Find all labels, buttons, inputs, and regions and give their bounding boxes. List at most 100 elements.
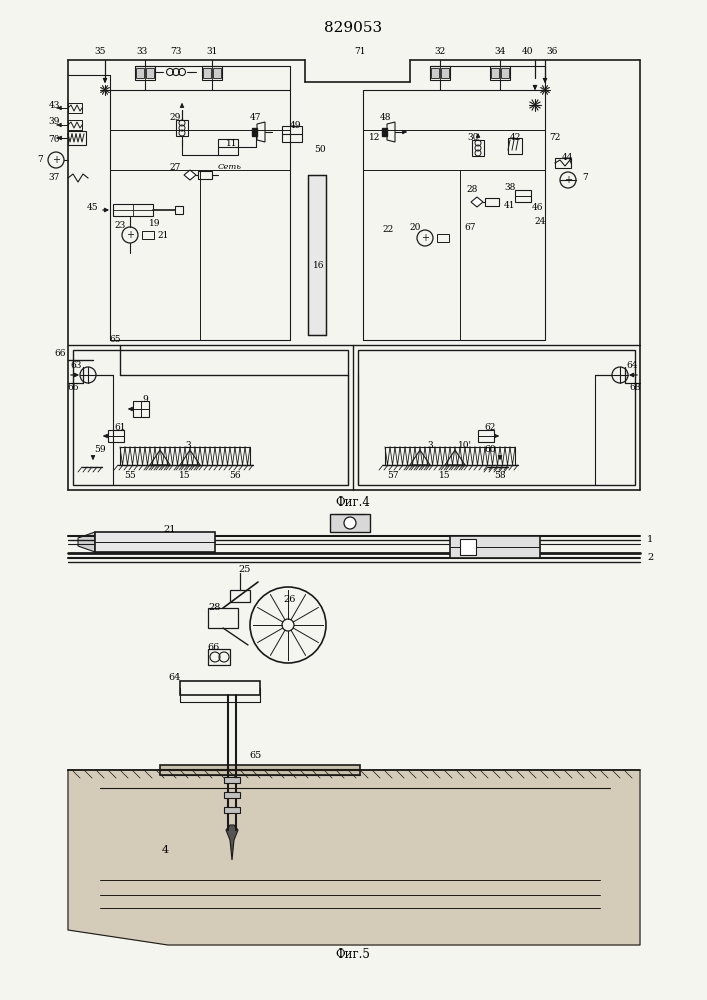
Bar [358, 350, 635, 485]
Text: 3: 3 [427, 440, 433, 450]
Text: 73: 73 [170, 47, 182, 56]
Text: 31: 31 [206, 47, 218, 56]
Polygon shape [184, 170, 196, 180]
Text: 44: 44 [562, 153, 574, 162]
Text: 15: 15 [439, 471, 451, 480]
Text: 66: 66 [207, 644, 219, 652]
Bar [136, 68, 144, 78]
Bar [202, 66, 222, 80]
Text: 71: 71 [354, 47, 366, 56]
Polygon shape [226, 825, 238, 860]
Text: 49: 49 [289, 120, 300, 129]
Bar [508, 138, 522, 154]
Bar [108, 430, 124, 442]
Bar [555, 158, 571, 168]
Text: 829053: 829053 [324, 21, 382, 35]
Bar [175, 206, 183, 214]
Text: 40: 40 [522, 47, 534, 56]
Bar [73, 350, 348, 485]
Text: 46: 46 [531, 204, 543, 213]
Text: 16: 16 [313, 260, 325, 269]
Bar [437, 234, 449, 242]
Text: 67: 67 [464, 224, 476, 232]
Text: 2: 2 [647, 554, 653, 562]
Text: 56: 56 [229, 471, 241, 480]
Text: 60: 60 [484, 446, 496, 454]
Bar [198, 171, 212, 179]
Text: 27: 27 [169, 163, 181, 172]
Bar [431, 68, 439, 78]
Text: 66: 66 [54, 349, 66, 358]
Text: 21: 21 [164, 526, 176, 534]
Bar [113, 204, 153, 216]
Text: 42: 42 [509, 133, 520, 142]
Text: 28: 28 [209, 603, 221, 612]
Text: +: + [52, 155, 60, 165]
Text: 58: 58 [494, 471, 506, 480]
Text: 48: 48 [379, 113, 391, 122]
Text: 45: 45 [87, 204, 99, 213]
Text: 12: 12 [369, 133, 380, 142]
Bar [224, 777, 240, 783]
Text: 59: 59 [94, 446, 106, 454]
Text: 10': 10' [458, 440, 472, 450]
Bar [218, 139, 238, 155]
Bar [308, 175, 326, 335]
Text: 4: 4 [161, 845, 168, 855]
Text: 32: 32 [434, 47, 445, 56]
Bar [68, 103, 82, 113]
Polygon shape [78, 532, 95, 552]
Bar [160, 765, 360, 775]
Text: 11: 11 [226, 138, 238, 147]
Bar [68, 120, 82, 130]
Text: 65: 65 [109, 336, 121, 344]
Text: 39: 39 [48, 117, 59, 126]
Bar [501, 68, 509, 78]
Text: 35: 35 [94, 47, 106, 56]
Text: 66: 66 [67, 382, 78, 391]
Text: Фиг.5: Фиг.5 [336, 948, 370, 962]
Text: 37: 37 [48, 174, 59, 182]
Text: Фиг.4: Фиг.4 [336, 495, 370, 508]
Text: 70: 70 [48, 135, 60, 144]
Text: 38: 38 [504, 184, 515, 192]
Text: 25: 25 [239, 566, 251, 574]
Text: 19: 19 [149, 219, 160, 228]
Text: +: + [564, 175, 572, 185]
Text: 20: 20 [409, 224, 421, 232]
Text: 21: 21 [158, 231, 169, 239]
Bar [224, 807, 240, 813]
Polygon shape [252, 128, 257, 136]
Bar [135, 66, 155, 80]
Text: 7: 7 [582, 174, 588, 182]
Text: 50: 50 [314, 145, 326, 154]
Polygon shape [471, 197, 483, 207]
Bar [491, 68, 499, 78]
Text: 64: 64 [169, 674, 181, 682]
Bar [485, 198, 499, 206]
Bar [490, 66, 510, 80]
Text: 63: 63 [70, 360, 82, 369]
Text: 3: 3 [185, 440, 191, 450]
Bar [146, 68, 154, 78]
Bar [68, 131, 86, 145]
Bar [176, 120, 188, 136]
Polygon shape [382, 128, 387, 136]
Bar [95, 532, 215, 552]
Text: 15: 15 [179, 471, 191, 480]
Text: 34: 34 [494, 47, 506, 56]
Text: 57: 57 [387, 471, 399, 480]
Text: 72: 72 [549, 133, 561, 142]
Bar [230, 590, 250, 602]
Text: 55: 55 [124, 471, 136, 480]
Circle shape [344, 517, 356, 529]
Bar [120, 447, 250, 465]
Bar [385, 447, 515, 465]
Text: 47: 47 [250, 113, 262, 122]
Bar [180, 681, 260, 695]
Text: 26: 26 [284, 595, 296, 604]
Polygon shape [68, 770, 640, 945]
Text: 68: 68 [629, 382, 641, 391]
Text: 62: 62 [484, 424, 496, 432]
Bar [208, 649, 230, 665]
